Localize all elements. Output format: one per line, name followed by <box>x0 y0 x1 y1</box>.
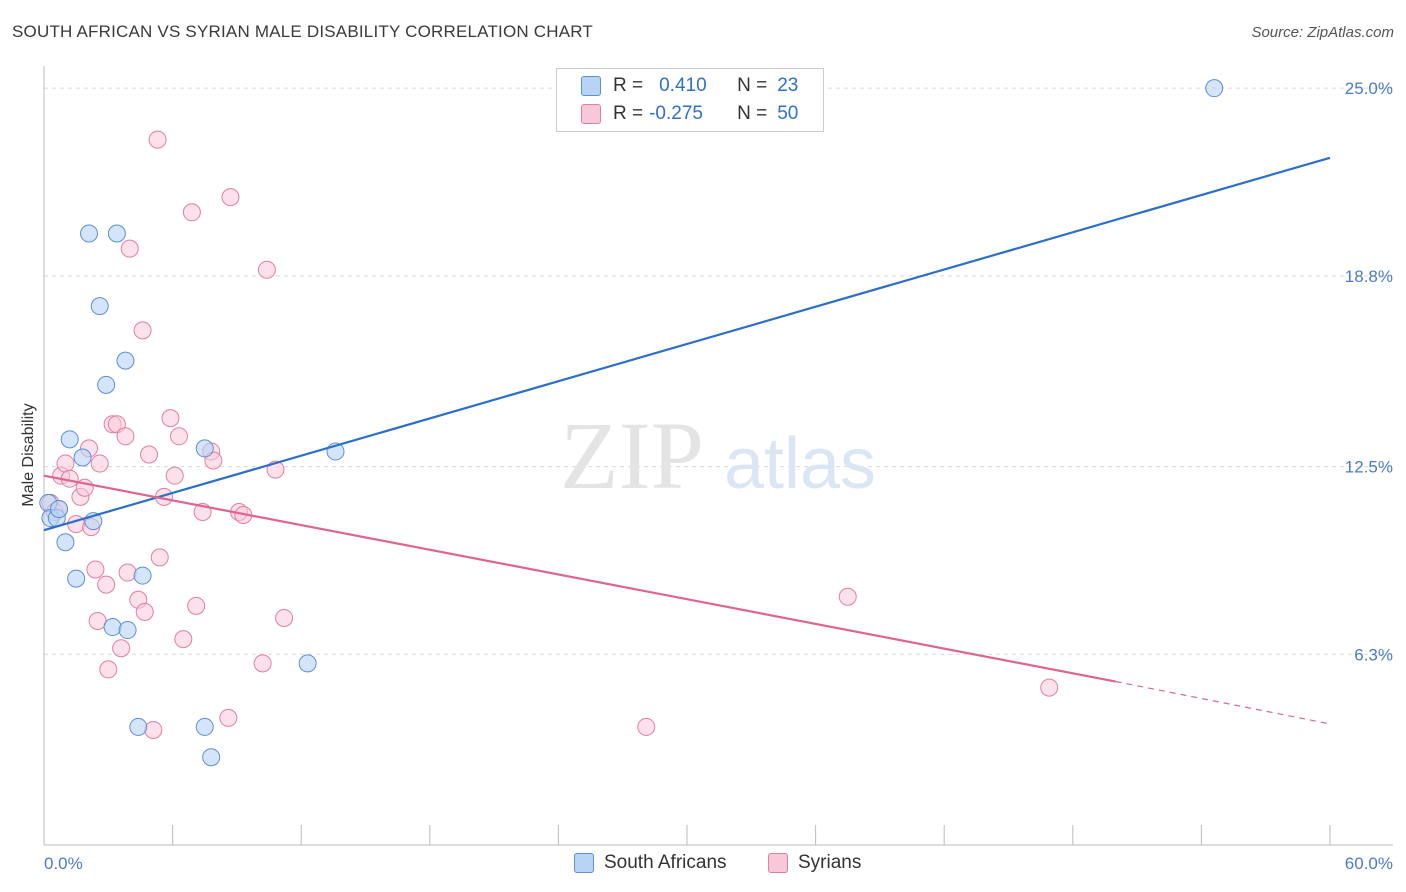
syrians-points <box>41 130 1059 739</box>
syrians-point <box>118 563 137 582</box>
syrians-trend-extension <box>1115 680 1331 725</box>
syrians-point <box>182 203 201 222</box>
trend-lines <box>43 156 1331 725</box>
syrians-point <box>161 409 180 428</box>
syrians-point <box>187 596 206 615</box>
south-africans-point <box>60 430 79 449</box>
legend-n-value: 23 <box>777 75 799 96</box>
south-africans-point <box>116 351 135 370</box>
chart-source: Source: ZipAtlas.com <box>1251 24 1394 41</box>
legend-row-syrians: R = -0.275 N = 50 <box>581 101 798 127</box>
syrians-point <box>221 188 240 207</box>
legend-n-value: 50 <box>777 103 799 124</box>
south-africans-point <box>67 569 86 588</box>
y-tick-labels: 6.3% 12.5% 18.8% 25.0% <box>1345 79 1393 664</box>
axes <box>43 66 1393 846</box>
syrians-point <box>133 321 152 340</box>
syrians-point <box>170 427 189 446</box>
syrians-point <box>112 639 131 658</box>
syrians-point <box>637 717 656 736</box>
y-tick-label: 12.5% <box>1345 458 1393 477</box>
syrians-point <box>253 654 272 673</box>
syrians-point <box>116 427 135 446</box>
legend-r-label: R = <box>613 75 644 96</box>
south-africans-point <box>133 566 152 585</box>
bottom-legend-south-africans: South Africans <box>574 852 727 874</box>
syrians-point <box>150 548 169 567</box>
syrians-point <box>1040 678 1059 697</box>
south-africans-point <box>73 448 92 467</box>
south-africans-point <box>80 224 99 243</box>
south-africans-point <box>56 533 75 552</box>
legend-r-value: 0.410 <box>659 75 707 96</box>
y-tick-label: 18.8% <box>1345 267 1393 286</box>
grid-lines <box>44 87 1393 655</box>
south-africans-points <box>39 79 1224 767</box>
bottom-legend-label: South Africans <box>604 852 727 873</box>
syrians-point <box>56 454 75 473</box>
syrians-point <box>219 708 238 727</box>
south-africans-point <box>195 717 214 736</box>
bottom-legend-syrians: Syrians <box>768 852 861 874</box>
south-africans-point <box>202 748 221 767</box>
x-tick-label-max: 60.0% <box>1345 854 1393 873</box>
bottom-legend-swatch-pink <box>768 853 788 873</box>
syrians-point <box>275 608 294 627</box>
legend-r-label: R = <box>613 103 644 124</box>
syrians-point <box>174 630 193 649</box>
legend: R = 0.410 N = 23 R = -0.275 N = 50 <box>556 68 824 132</box>
syrians-point <box>140 445 159 464</box>
legend-n-label: N = <box>737 103 768 124</box>
syrians-point <box>97 575 116 594</box>
legend-row-south-africans: R = 0.410 N = 23 <box>581 73 798 99</box>
legend-r-value: -0.275 <box>649 103 703 124</box>
south-africans-trend-line <box>43 156 1331 532</box>
south-africans-point <box>129 717 148 736</box>
legend-swatch-blue <box>581 76 601 96</box>
bottom-legend-swatch-blue <box>574 853 594 873</box>
syrians-point <box>99 660 118 679</box>
south-africans-point <box>118 621 137 640</box>
syrians-point <box>135 602 154 621</box>
syrians-point <box>90 454 109 473</box>
south-africans-point <box>97 375 116 394</box>
syrians-point <box>86 560 105 579</box>
legend-swatch-pink <box>581 104 601 124</box>
syrians-point <box>148 130 167 149</box>
syrians-point <box>165 466 184 485</box>
south-africans-point <box>50 499 69 518</box>
south-africans-point <box>103 618 122 637</box>
syrians-point <box>838 587 857 606</box>
south-africans-point <box>107 224 126 243</box>
south-africans-point <box>298 654 317 673</box>
watermark-zip: ZIP <box>560 402 704 509</box>
syrians-point <box>144 720 163 739</box>
syrians-trend-line <box>43 474 1116 683</box>
syrians-point <box>88 611 107 630</box>
syrians-point <box>120 239 139 258</box>
y-tick-label: 6.3% <box>1354 645 1393 664</box>
south-africans-point <box>195 439 214 458</box>
bottom-legend-label: Syrians <box>798 852 862 873</box>
syrians-point <box>257 260 276 279</box>
south-africans-point <box>1205 79 1224 98</box>
watermark-atlas: atlas <box>724 424 876 504</box>
y-axis-label: Male Disability <box>20 403 37 506</box>
y-tick-label: 25.0% <box>1345 79 1393 98</box>
south-africans-point <box>90 297 109 316</box>
chart-title: SOUTH AFRICAN VS SYRIAN MALE DISABILITY … <box>12 22 594 41</box>
x-tick-label-min: 0.0% <box>44 854 83 873</box>
legend-n-label: N = <box>737 75 768 96</box>
